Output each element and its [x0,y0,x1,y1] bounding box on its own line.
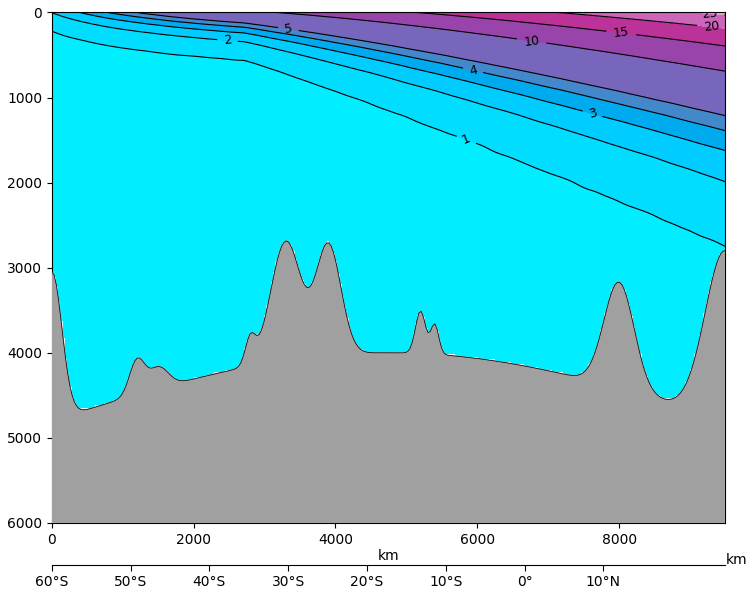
Text: Indian
(a) θ: Indian (a) θ [549,442,618,485]
Polygon shape [52,241,725,523]
X-axis label: km: km [378,550,400,563]
Text: 10: 10 [523,33,541,48]
Text: 1: 1 [460,132,473,147]
Text: 25: 25 [701,7,718,21]
Text: 4: 4 [467,63,478,77]
Text: 2: 2 [223,34,232,47]
Text: 3: 3 [587,106,598,121]
Text: 5: 5 [284,22,293,36]
Text: km: km [725,552,747,567]
Text: 15: 15 [612,26,630,41]
Text: 20: 20 [703,20,721,35]
